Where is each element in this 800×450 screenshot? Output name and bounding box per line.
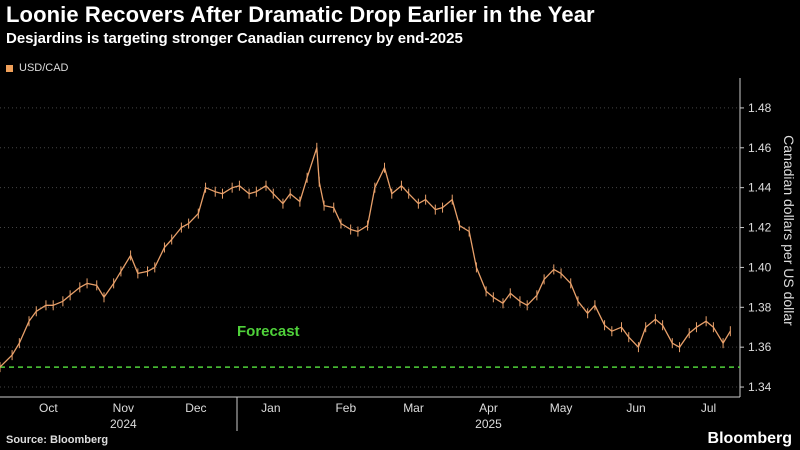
legend-label: USD/CAD: [19, 62, 69, 74]
x-tick-label: Dec: [185, 401, 206, 415]
y-tick-label: 1.38: [748, 300, 772, 314]
chart-title: Loonie Recovers After Dramatic Drop Earl…: [6, 2, 595, 27]
x-tick-label: Nov: [113, 401, 134, 415]
y-tick-label: 1.36: [748, 340, 772, 354]
x-tick-label: Feb: [335, 401, 356, 415]
x-tick-label: Mar: [403, 401, 424, 415]
x-tick-label: Jun: [626, 401, 645, 415]
x-year-label: 2024: [110, 417, 137, 431]
x-tick-label: Apr: [479, 401, 498, 415]
y-axis-title: Canadian dollars per US dollar: [781, 135, 797, 326]
brand-logo: Bloomberg: [707, 430, 792, 447]
legend-swatch: [6, 64, 13, 72]
series-line-usdcad: [0, 147, 731, 368]
x-tick-label: May: [550, 401, 573, 415]
y-tick-label: 1.40: [748, 260, 772, 274]
chart-subtitle: Desjardins is targeting stronger Canadia…: [6, 30, 463, 47]
y-tick-label: 1.48: [748, 101, 772, 115]
y-tick-label: 1.44: [748, 181, 772, 195]
x-tick-label: Jul: [701, 401, 716, 415]
y-tick-label: 1.42: [748, 221, 772, 235]
forecast-label: Forecast: [237, 323, 300, 340]
x-year-label: 2025: [475, 417, 502, 431]
y-tick-label: 1.34: [748, 380, 772, 394]
y-tick-label: 1.46: [748, 141, 772, 155]
legend: USD/CAD: [6, 62, 69, 74]
source-note: Source: Bloomberg: [6, 434, 109, 446]
x-tick-label: Jan: [261, 401, 280, 415]
x-tick-label: Oct: [39, 401, 58, 415]
